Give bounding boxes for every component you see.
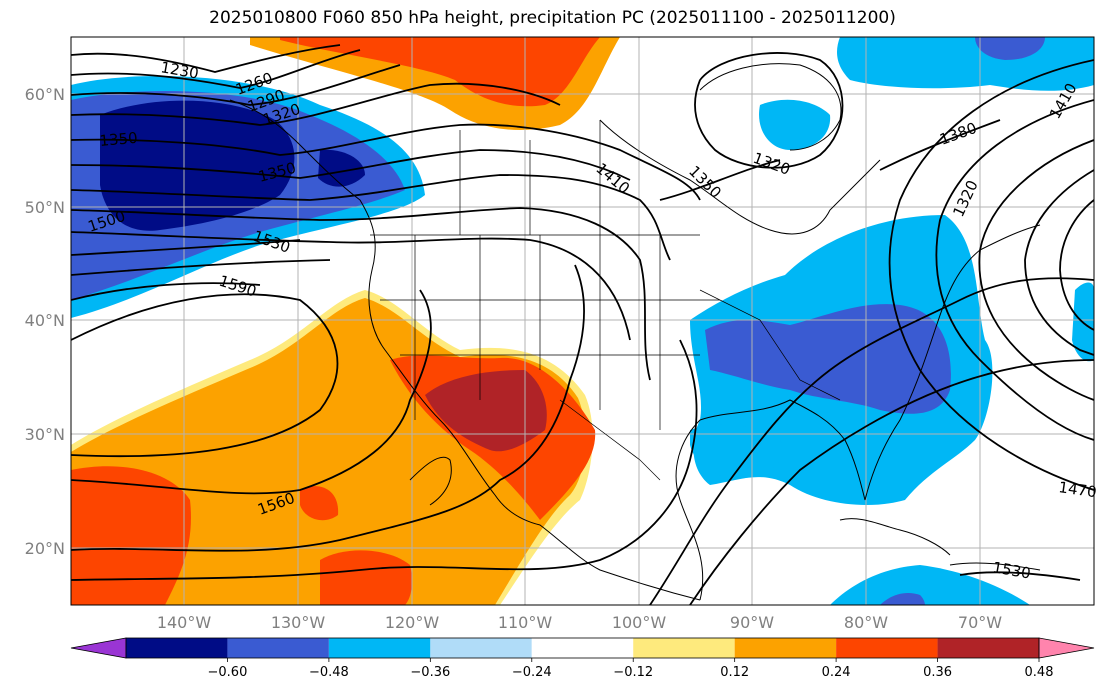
- precipitation-field: [71, 37, 1094, 605]
- latitude-labels: 60°N 50°N 40°N 30°N 20°N: [25, 85, 65, 558]
- lon-label: 130°W: [271, 613, 326, 632]
- map-frame: [70, 36, 1095, 606]
- longitude-labels: 140°W 130°W 120°W 110°W 100°W 90°W 80°W …: [157, 613, 1002, 632]
- colorbar-tick-label: 0.24: [822, 665, 851, 680]
- contour-1530: [71, 259, 331, 276]
- contour-1470: [71, 231, 631, 341]
- contour-1500: [71, 239, 301, 256]
- lat-label: 50°N: [25, 198, 65, 217]
- lat-label: 20°N: [25, 539, 65, 558]
- coastlines: [229, 63, 1041, 601]
- contour-1530b: [71, 264, 585, 552]
- anomaly-blue-ne: [837, 37, 1094, 91]
- colorbar-segment: [227, 638, 329, 658]
- contour-1560b: [71, 289, 432, 495]
- contour-1470b: [649, 277, 1094, 605]
- graticule: [71, 37, 1094, 605]
- lat-label: 60°N: [25, 85, 65, 104]
- lon-label: 80°W: [844, 613, 888, 632]
- contour-1320-lbl: [659, 159, 781, 201]
- lon-label: 100°W: [612, 613, 667, 632]
- colorbar-tick-label: 0.48: [1025, 665, 1054, 680]
- map-title: 2025010800 F060 850 hPa height, precipit…: [209, 8, 896, 28]
- lat-label: 40°N: [25, 311, 65, 330]
- contour-1230: [71, 44, 341, 73]
- contour-1260: [71, 49, 361, 89]
- contour-1500b: [71, 339, 698, 581]
- colorbar: −0.60 −0.48 −0.36 −0.24 −0.12 0.12 0.24 0.36 0.4…: [70, 637, 1095, 680]
- contour-east-3: [1059, 199, 1094, 331]
- anomaly-darkred-sw: [425, 370, 547, 452]
- contour-1530-carib: [959, 571, 1081, 581]
- contour-1350: [71, 123, 701, 201]
- colorbar-tick-label: −0.48: [309, 665, 349, 680]
- colorbar-tick-label: 0.36: [923, 665, 952, 680]
- colorbar-segment: [734, 638, 837, 658]
- anomaly-mid-east: [705, 304, 951, 414]
- contour-1380-lbl: [879, 119, 1001, 171]
- anomaly-red-sw-3: [320, 550, 413, 605]
- colorbar-segment: [633, 638, 735, 658]
- anomaly-red-north: [280, 37, 600, 107]
- colorbar-tick-label: −0.24: [512, 665, 552, 680]
- anomaly-red-sw-4: [300, 486, 339, 521]
- colorbar-tick-label: −0.12: [613, 665, 653, 680]
- colorbar-extend-low: [70, 637, 127, 659]
- contour-label: 1350: [99, 129, 139, 150]
- anomaly-blue-dark-2: [318, 149, 365, 187]
- contour-1290: [71, 64, 401, 106]
- lon-label: 120°W: [385, 613, 440, 632]
- colorbar-tick-label: −0.60: [208, 665, 248, 680]
- lon-label: 110°W: [498, 613, 553, 632]
- contour-1560: [71, 282, 261, 301]
- colorbar-segment: [937, 638, 1039, 658]
- lat-label: 30°N: [25, 425, 65, 444]
- anomaly-mid-carib: [880, 593, 925, 605]
- anomaly-red-sw-2: [71, 466, 191, 605]
- contour-east-1: [978, 139, 1094, 401]
- height-contours: [71, 44, 1094, 605]
- anomaly-mid-ne: [975, 37, 1045, 60]
- contour-east-2: [1024, 169, 1094, 356]
- anomaly-blue-hudson: [759, 99, 831, 150]
- contour-1320: [71, 82, 561, 126]
- colorbar-segment: [430, 638, 532, 658]
- lon-label: 90°W: [730, 613, 774, 632]
- contour-1590: [71, 293, 339, 458]
- colorbar-segment: [126, 638, 228, 658]
- colorbar-extend-high: [1038, 637, 1095, 659]
- lon-label: 70°W: [958, 613, 1002, 632]
- contour-hudson: [694, 52, 844, 169]
- contour-1440b: [689, 359, 1094, 605]
- colorbar-tick-label: 0.12: [720, 665, 749, 680]
- colorbar-segment: [328, 638, 431, 658]
- colorbar-segment: [836, 638, 938, 658]
- contour-label: 1470: [1057, 478, 1097, 501]
- map-panel: 1230 1260 1290 1320 1350 1410 1350 1320 …: [70, 36, 1098, 606]
- contour-1440: [71, 207, 651, 381]
- contour-east-4: [935, 99, 1094, 441]
- colorbar-tick-label: −0.36: [410, 665, 450, 680]
- contour-east-5: [888, 59, 1094, 491]
- contour-1380: [71, 149, 631, 181]
- colorbar-segment: [531, 638, 634, 658]
- lon-label: 140°W: [157, 613, 212, 632]
- contour-1410: [71, 174, 671, 261]
- anomaly-blue-gulf: [690, 424, 783, 479]
- colorbar-frame: [125, 637, 1040, 659]
